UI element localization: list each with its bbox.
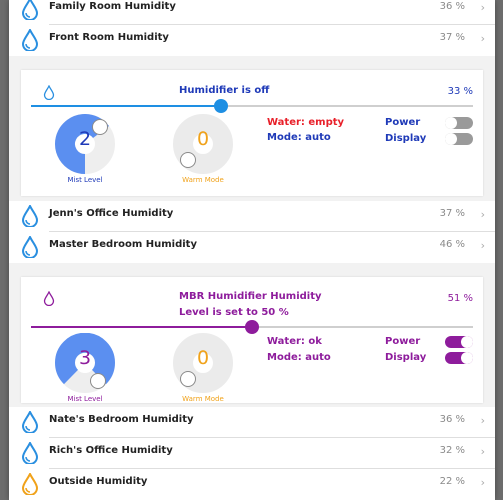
power-toggle[interactable] bbox=[445, 117, 473, 129]
chevron-right-icon: › bbox=[480, 476, 485, 489]
sensor-value: 22 % bbox=[439, 476, 465, 487]
display-toggle[interactable] bbox=[445, 352, 473, 364]
list-item-family-room[interactable]: Family Room Humidity 36 % › bbox=[9, 0, 495, 25]
sensor-value: 37 % bbox=[439, 208, 465, 219]
humidity-percent: 51 % bbox=[447, 293, 473, 304]
warm-mode-caption: Warm Mode bbox=[182, 176, 224, 184]
display-toggle[interactable] bbox=[445, 133, 473, 145]
humidifier-title-line1: MBR Humidifier Humidity bbox=[179, 291, 322, 302]
water-drop-icon bbox=[21, 29, 39, 51]
sensor-label: Master Bedroom Humidity bbox=[49, 239, 197, 250]
sensor-label: Nate's Bedroom Humidity bbox=[49, 414, 194, 425]
mist-level-caption: Mist Level bbox=[67, 395, 103, 403]
mist-dial-arc bbox=[55, 332, 115, 393]
dial-knob[interactable] bbox=[92, 119, 108, 135]
slider-knob[interactable] bbox=[245, 320, 259, 334]
list-item-front-room[interactable]: Front Room Humidity 37 % › bbox=[9, 25, 495, 56]
humidity-slider[interactable] bbox=[31, 320, 473, 334]
water-drop-icon bbox=[21, 411, 39, 433]
warm-mode-value: 0 bbox=[196, 347, 210, 369]
divider bbox=[49, 437, 495, 438]
mist-level-dial[interactable]: 2 bbox=[55, 114, 115, 174]
list-item-outside[interactable]: Outside Humidity 22 % › bbox=[9, 469, 495, 500]
warm-mode-value: 0 bbox=[196, 128, 210, 150]
chevron-right-icon: › bbox=[480, 414, 485, 427]
list-item-jenns-office[interactable]: Jenn's Office Humidity 37 % › bbox=[9, 201, 495, 232]
humidity-slider[interactable] bbox=[31, 99, 473, 113]
sensor-label: Front Room Humidity bbox=[49, 32, 169, 43]
water-drop-small-icon bbox=[43, 291, 55, 306]
chevron-right-icon: › bbox=[480, 208, 485, 221]
humidifier-status-title: Humidifier is off bbox=[179, 85, 270, 96]
dial-knob[interactable] bbox=[180, 152, 196, 168]
chevron-right-icon: › bbox=[480, 445, 485, 458]
display-label: Display bbox=[385, 352, 427, 363]
warm-mode-dial[interactable]: 0 bbox=[173, 333, 233, 393]
water-drop-icon bbox=[21, 0, 39, 20]
dashboard-panel: Family Room Humidity 36 % › Front Room H… bbox=[9, 0, 495, 500]
list-item-nates-bedroom[interactable]: Nate's Bedroom Humidity 36 % › bbox=[9, 407, 495, 438]
mode-status: Mode: auto bbox=[267, 352, 331, 363]
slider-knob[interactable] bbox=[214, 99, 229, 113]
divider bbox=[49, 231, 495, 232]
sensor-label: Jenn's Office Humidity bbox=[49, 208, 174, 219]
sensor-label: Rich's Office Humidity bbox=[49, 445, 173, 456]
water-drop-orange-icon bbox=[21, 473, 39, 495]
chevron-right-icon: › bbox=[480, 239, 485, 252]
warm-mode-caption: Warm Mode bbox=[182, 395, 224, 403]
divider bbox=[49, 24, 495, 25]
water-drop-icon bbox=[21, 442, 39, 464]
warm-dial-arc bbox=[173, 333, 233, 393]
water-drop-small-icon bbox=[43, 85, 55, 100]
mist-level-caption: Mist Level bbox=[67, 176, 103, 184]
mist-level-dial[interactable]: 3 bbox=[55, 332, 115, 393]
warm-mode-dial[interactable]: 0 bbox=[173, 114, 233, 174]
mist-level-value: 3 bbox=[78, 347, 92, 369]
humidifier-card-2: MBR Humidifier Humidity Level is set to … bbox=[21, 277, 483, 403]
chevron-right-icon: › bbox=[480, 32, 485, 45]
slider-fill bbox=[31, 326, 252, 328]
dial-knob[interactable] bbox=[90, 373, 106, 389]
water-drop-icon bbox=[21, 236, 39, 258]
sensor-value: 37 % bbox=[439, 32, 465, 43]
humidifier-title-line2: Level is set to 50 % bbox=[179, 307, 289, 318]
power-label: Power bbox=[385, 336, 421, 347]
power-toggle[interactable] bbox=[445, 336, 473, 348]
water-status: Water: ok bbox=[267, 336, 322, 347]
power-label: Power bbox=[385, 117, 421, 128]
water-status: Water: empty bbox=[267, 117, 345, 128]
humidity-percent: 33 % bbox=[447, 86, 473, 97]
warm-dial-arc bbox=[173, 114, 233, 174]
mist-level-value: 2 bbox=[78, 128, 92, 150]
water-drop-icon bbox=[21, 205, 39, 227]
sensor-value: 32 % bbox=[439, 445, 465, 456]
sensor-label: Outside Humidity bbox=[49, 476, 148, 487]
list-item-richs-office[interactable]: Rich's Office Humidity 32 % › bbox=[9, 438, 495, 469]
sensor-value: 46 % bbox=[439, 239, 465, 250]
dial-knob[interactable] bbox=[180, 371, 196, 387]
divider bbox=[49, 468, 495, 469]
chevron-right-icon: › bbox=[480, 1, 485, 14]
humidifier-card-1: Humidifier is off 33 % 2 Mist Level 0 Wa… bbox=[21, 70, 483, 196]
list-item-master-bedroom[interactable]: Master Bedroom Humidity 46 % › bbox=[9, 232, 495, 263]
slider-fill bbox=[31, 105, 222, 107]
sensor-value: 36 % bbox=[439, 414, 465, 425]
sensor-value: 36 % bbox=[439, 1, 465, 12]
mode-status: Mode: auto bbox=[267, 132, 331, 143]
sensor-label: Family Room Humidity bbox=[49, 1, 176, 12]
display-label: Display bbox=[385, 133, 427, 144]
